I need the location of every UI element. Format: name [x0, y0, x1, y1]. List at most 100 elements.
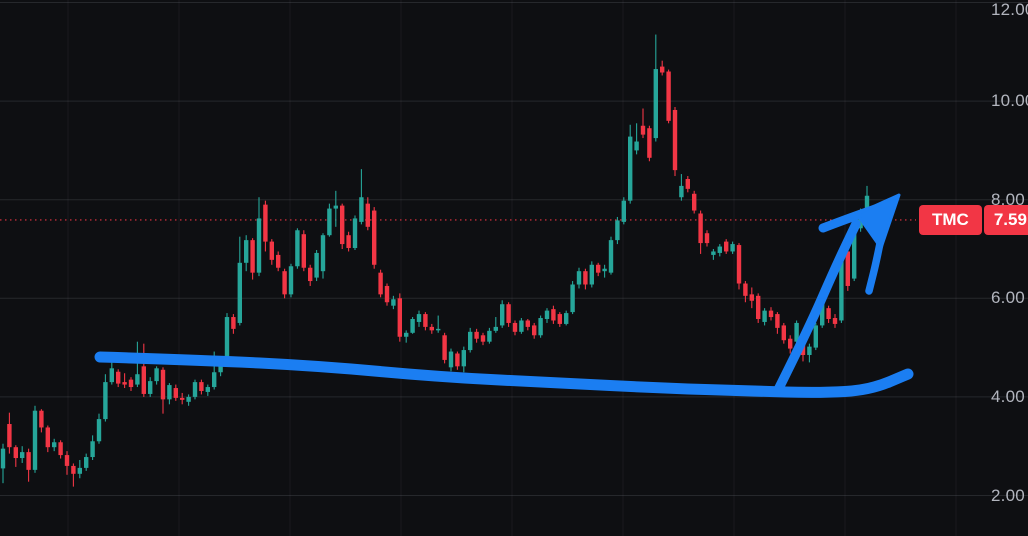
price-axis-label: 10.00: [991, 91, 1028, 111]
candle-body: [756, 295, 761, 320]
candle-body: [13, 447, 18, 459]
candle-body: [532, 325, 537, 336]
candle-body: [807, 346, 812, 355]
candle-body: [58, 442, 63, 456]
candle-body: [608, 240, 614, 273]
candle-body: [212, 372, 217, 388]
candle-body: [359, 197, 364, 222]
candle-body: [730, 244, 735, 252]
candle-body: [416, 314, 422, 322]
candle-body: [96, 419, 102, 442]
candle-body: [263, 204, 268, 242]
candle-body: [327, 208, 332, 236]
candle-body: [39, 410, 44, 428]
candle-body: [653, 69, 658, 139]
candle-body: [461, 350, 466, 367]
candle-body: [295, 230, 300, 267]
candle-body: [704, 233, 710, 244]
candle-body: [109, 368, 114, 383]
candle-body: [77, 467, 82, 474]
price-axis[interactable]: 12.00 10.00 8.00 6.00 4.00 2.00: [991, 0, 1028, 536]
candle-body: [442, 335, 447, 360]
price-axis-label: 2.00: [991, 485, 1025, 505]
candle-body: [250, 240, 255, 273]
candle-body: [346, 235, 351, 249]
candle-body: [666, 71, 671, 121]
candle-body: [391, 299, 396, 306]
candle-body: [519, 320, 524, 332]
candle-body: [32, 410, 38, 470]
candle-body: [397, 298, 402, 337]
candle-body: [864, 195, 870, 211]
candle-body: [685, 178, 690, 189]
price-axis-label: 6.00: [991, 288, 1025, 308]
candle-body: [672, 109, 678, 171]
candle-body: [768, 310, 774, 318]
candle-body: [288, 266, 294, 295]
candle-body: [500, 304, 505, 326]
candle-body: [538, 318, 543, 336]
candle-body: [340, 205, 345, 245]
candle-body: [224, 317, 230, 364]
candle-body: [314, 252, 319, 278]
candle-body: [820, 304, 825, 326]
candle-body: [154, 368, 159, 382]
candle-body: [410, 319, 415, 333]
candle-body: [276, 254, 281, 268]
candle-body: [237, 262, 242, 323]
arrow-shaft-drawing[interactable]: [774, 219, 861, 393]
candle-body: [7, 424, 12, 448]
candle-body: [749, 294, 754, 301]
candle-body: [551, 309, 556, 321]
candle-body: [692, 193, 697, 211]
candle-body: [570, 284, 575, 313]
candle-body: [525, 320, 530, 327]
candle-body: [788, 338, 793, 349]
price-axis-label: 12.00: [991, 0, 1028, 19]
candle-body: [679, 185, 684, 198]
candle-body: [596, 264, 601, 273]
candle-body: [135, 374, 140, 385]
candle-body: [711, 251, 716, 255]
candle-body: [141, 366, 146, 394]
candle-body: [602, 268, 607, 272]
candle-body: [52, 442, 57, 448]
candle-body: [583, 271, 588, 285]
candle-body: [557, 314, 562, 324]
candle-body: [589, 264, 594, 285]
candle-body: [173, 388, 178, 398]
candle-body: [26, 452, 31, 470]
candle-body: [352, 218, 358, 249]
candle-body: [852, 230, 857, 279]
candle-body: [468, 331, 473, 351]
candle-body: [448, 351, 454, 368]
candle-body: [231, 317, 236, 329]
candle-body: [660, 66, 665, 73]
support-trendline-drawing[interactable]: [94, 351, 914, 398]
candle-body: [256, 218, 262, 273]
candle-body: [192, 382, 198, 397]
candle-body: [628, 136, 633, 201]
candle-body: [282, 271, 287, 295]
candle-body: [116, 371, 121, 384]
candle-body: [762, 310, 767, 322]
candle-body: [199, 382, 204, 391]
candle-body: [634, 141, 639, 151]
candle-body: [512, 322, 518, 332]
candle-body: [301, 234, 306, 268]
candle-body: [775, 314, 780, 328]
candles-series: [0, 34, 876, 487]
candle-body: [45, 427, 50, 448]
candle-body: [122, 382, 127, 385]
arrowhead-drawing[interactable]: [855, 193, 901, 250]
candle-body: [724, 241, 729, 252]
candle-body: [90, 441, 95, 458]
candle-body: [429, 326, 434, 331]
candle-body: [244, 240, 249, 263]
candle-body: [839, 251, 844, 321]
candle-body: [365, 203, 370, 227]
candle-body: [320, 235, 326, 272]
candle-body: [493, 326, 498, 331]
